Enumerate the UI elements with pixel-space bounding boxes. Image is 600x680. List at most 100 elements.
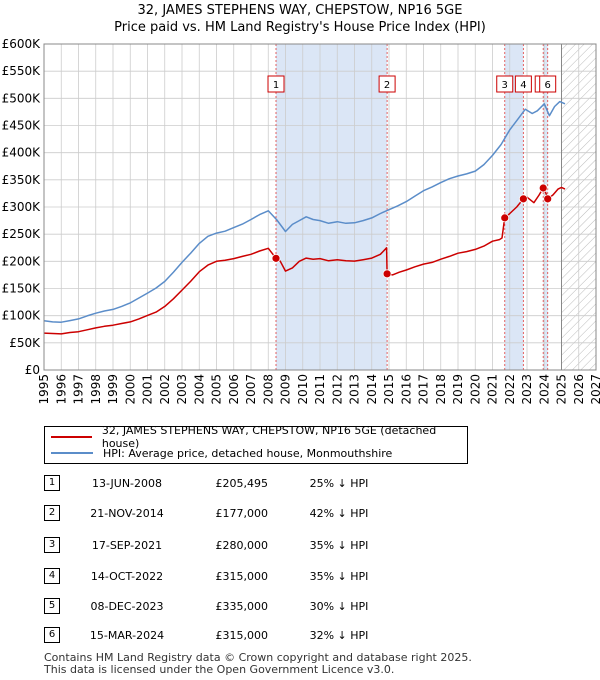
sale-price: £315,000 [215, 629, 269, 642]
x-tick-label: 1996 [54, 374, 68, 405]
x-tick-label: 2017 [417, 374, 431, 405]
sale-price: £177,000 [215, 507, 269, 520]
legend-item-hpi: HPI: Average price, detached house, Monm… [51, 445, 392, 461]
sale-number: 1 [44, 475, 60, 491]
x-tick-label: 2014 [365, 374, 379, 405]
y-tick-label: £600K [2, 37, 42, 51]
x-tick-label: 2026 [572, 374, 586, 405]
x-tick-label: 2021 [486, 374, 500, 405]
sale-label-frame [267, 75, 285, 93]
sale-label-number: 4 [520, 80, 526, 91]
y-tick-label: £150K [2, 282, 42, 296]
sale-point [538, 183, 548, 193]
sale-label-box: 4 [514, 75, 532, 93]
y-tick-label: £200K [2, 254, 42, 268]
property-series-line [43, 186, 566, 335]
x-tick-label: 2001 [141, 374, 155, 405]
sale-label-number: 1 [273, 80, 279, 91]
sale-point [271, 253, 281, 263]
legend: 32, JAMES STEPHENS WAY, CHEPSTOW, NP16 5… [44, 424, 468, 464]
sale-label-frame [378, 75, 396, 93]
sale-date: 14-OCT-2022 [90, 570, 164, 583]
x-tick-label: 2006 [227, 374, 241, 405]
x-tick-label: 2018 [434, 374, 448, 405]
sale-point [382, 269, 392, 279]
table-row: 3 17-SEP-2021 £280,000 35% ↓ HPI [44, 534, 444, 554]
sale-label-box: 6 [539, 75, 557, 93]
sale-label-number: 6 [545, 80, 551, 91]
legend-label-property: 32, JAMES STEPHENS WAY, CHEPSTOW, NP16 5… [101, 424, 437, 450]
sale-price: £335,000 [215, 600, 269, 613]
x-tick-label: 2009 [279, 374, 293, 405]
hpi-series-line [43, 100, 566, 323]
x-tick-label: 1999 [106, 374, 120, 405]
sale-number: 4 [44, 568, 60, 584]
sale-label-frame [514, 75, 532, 93]
plot-frame [43, 43, 597, 371]
y-tick-label: £50K [9, 336, 41, 350]
x-tick-label: 2020 [468, 374, 482, 405]
title-line-2: Price paid vs. HM Land Registry's House … [114, 20, 486, 35]
y-tick-label: £250K [2, 227, 42, 241]
sale-hpi-diff: 32% ↓ HPI [309, 629, 369, 642]
licence-text: This data is licensed under the Open Gov… [44, 663, 395, 676]
sale-date: 13-JUN-2008 [91, 477, 163, 490]
y-tick-label: £450K [2, 119, 42, 133]
price-chart: 123456£0£50K£100K£150K£200K£250K£300K£35… [2, 37, 600, 405]
legend-swatch-hpi [51, 452, 93, 454]
x-tick-label: 2027 [589, 374, 600, 405]
y-tick-label: £350K [2, 173, 42, 187]
table-row: 2 21-NOV-2014 £177,000 42% ↓ HPI [44, 502, 444, 522]
sale-label-box: 3 [496, 75, 514, 93]
sale-date: 21-NOV-2014 [90, 507, 164, 520]
sale-date: 08-DEC-2023 [90, 600, 164, 613]
sale-date: 17-SEP-2021 [91, 539, 163, 552]
sale-price: £315,000 [215, 570, 269, 583]
y-tick-label: £400K [2, 146, 42, 160]
x-tick-label: 2015 [382, 374, 396, 405]
y-tick-label: £100K [2, 309, 42, 323]
sale-price: £205,495 [215, 477, 269, 490]
chart-title: 32, JAMES STEPHENS WAY, CHEPSTOW, NP16 5… [0, 2, 600, 36]
legend-label-hpi: HPI: Average price, detached house, Monm… [103, 446, 393, 460]
sale-number: 5 [44, 598, 60, 614]
legend-item-property: 32, JAMES STEPHENS WAY, CHEPSTOW, NP16 5… [51, 424, 467, 450]
x-tick-label: 2011 [313, 374, 327, 405]
sale-label-frame [539, 75, 557, 93]
sale-hpi-diff: 30% ↓ HPI [309, 600, 369, 613]
sale-label-number: 3 [502, 80, 508, 91]
legend-swatch-property [51, 436, 92, 438]
x-tick-label: 2022 [503, 374, 517, 405]
sale-hpi-diff: 35% ↓ HPI [309, 539, 369, 552]
sale-label-number: 2 [384, 80, 390, 91]
sale-number: 2 [44, 505, 60, 521]
x-tick-label: 2010 [296, 374, 310, 405]
x-tick-label: 2023 [520, 374, 534, 405]
x-tick-label: 1997 [72, 374, 86, 405]
x-tick-label: 2008 [261, 374, 275, 405]
y-tick-label: £0 [25, 363, 40, 377]
x-tick-label: 2002 [158, 374, 172, 405]
table-row: 6 15-MAR-2024 £315,000 32% ↓ HPI [44, 624, 444, 644]
x-tick-label: 1998 [89, 374, 103, 405]
x-tick-label: 2019 [451, 374, 465, 405]
sale-number: 6 [44, 627, 60, 643]
footer-notice: Contains HM Land Registry data © Crown c… [44, 652, 472, 676]
x-tick-label: 2016 [399, 374, 413, 405]
sale-point [500, 213, 510, 223]
table-row: 1 13-JUN-2008 £205,495 25% ↓ HPI [44, 472, 444, 492]
table-row: 4 14-OCT-2022 £315,000 35% ↓ HPI [44, 565, 444, 585]
sale-hpi-diff: 35% ↓ HPI [309, 570, 369, 583]
x-tick-label: 2024 [537, 374, 551, 405]
x-tick-label: 2000 [123, 374, 137, 405]
sale-price: £280,000 [215, 539, 269, 552]
x-tick-label: 1995 [37, 374, 51, 405]
sale-label-box: 1 [267, 75, 285, 93]
sale-point [518, 194, 528, 204]
sale-date: 15-MAR-2024 [89, 629, 165, 642]
sale-point [543, 194, 553, 204]
x-tick-label: 2005 [210, 374, 224, 405]
sale-hpi-diff: 42% ↓ HPI [309, 507, 369, 520]
y-tick-label: £500K [2, 91, 42, 105]
x-tick-label: 2025 [555, 374, 569, 405]
